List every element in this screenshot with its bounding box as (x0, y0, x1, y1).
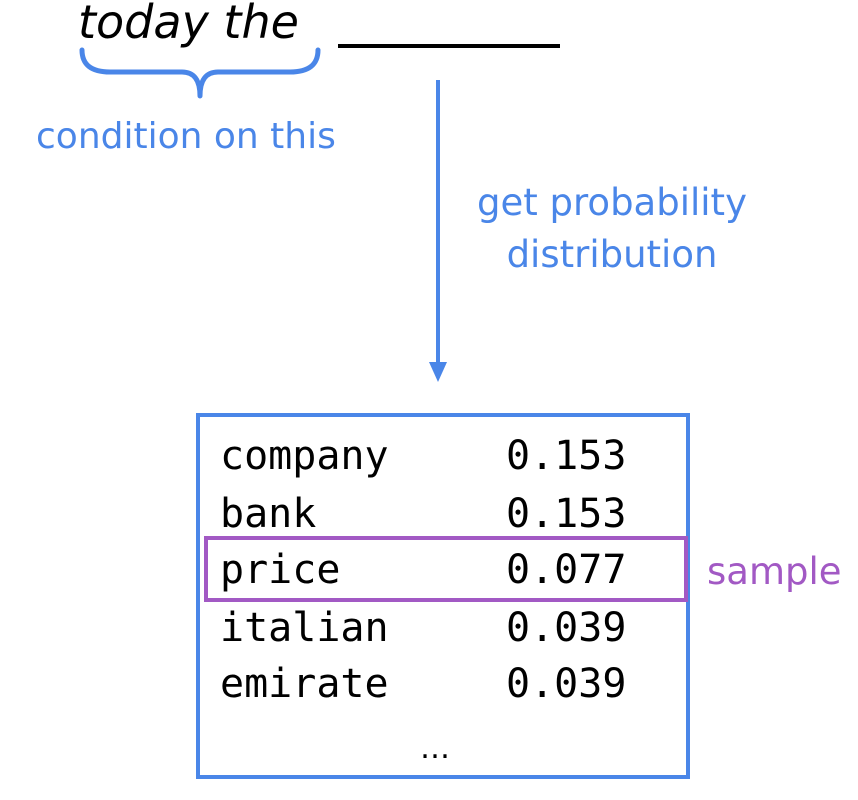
dist-word-bank: bank (220, 491, 317, 537)
dist-prob-italian: 0.039 (506, 605, 627, 651)
dist-prob-bank: 0.153 (506, 491, 627, 537)
dist-word-company: company (220, 433, 389, 479)
blank-line (338, 44, 560, 48)
condition-label: condition on this (36, 116, 336, 157)
dist-word-price: price (220, 547, 341, 593)
sample-label: sample (707, 550, 842, 593)
distribution-label-line2: distribution (506, 233, 718, 276)
distribution-label: get probability distribution (462, 177, 762, 281)
dist-word-emirate: emirate (220, 661, 389, 707)
dist-prob-company: 0.153 (506, 433, 627, 479)
distribution-box (196, 413, 690, 779)
prompt-text: today the (78, 0, 299, 49)
sample-highlight (204, 536, 688, 602)
dist-prob-price: 0.077 (506, 547, 627, 593)
dist-word-italian: italian (220, 605, 389, 651)
curly-brace-icon (79, 47, 321, 99)
down-arrow-icon (429, 80, 447, 382)
distribution-label-line1: get probability (477, 181, 747, 224)
dist-prob-emirate: 0.039 (506, 661, 627, 707)
dist-ellipsis: … (420, 731, 450, 766)
